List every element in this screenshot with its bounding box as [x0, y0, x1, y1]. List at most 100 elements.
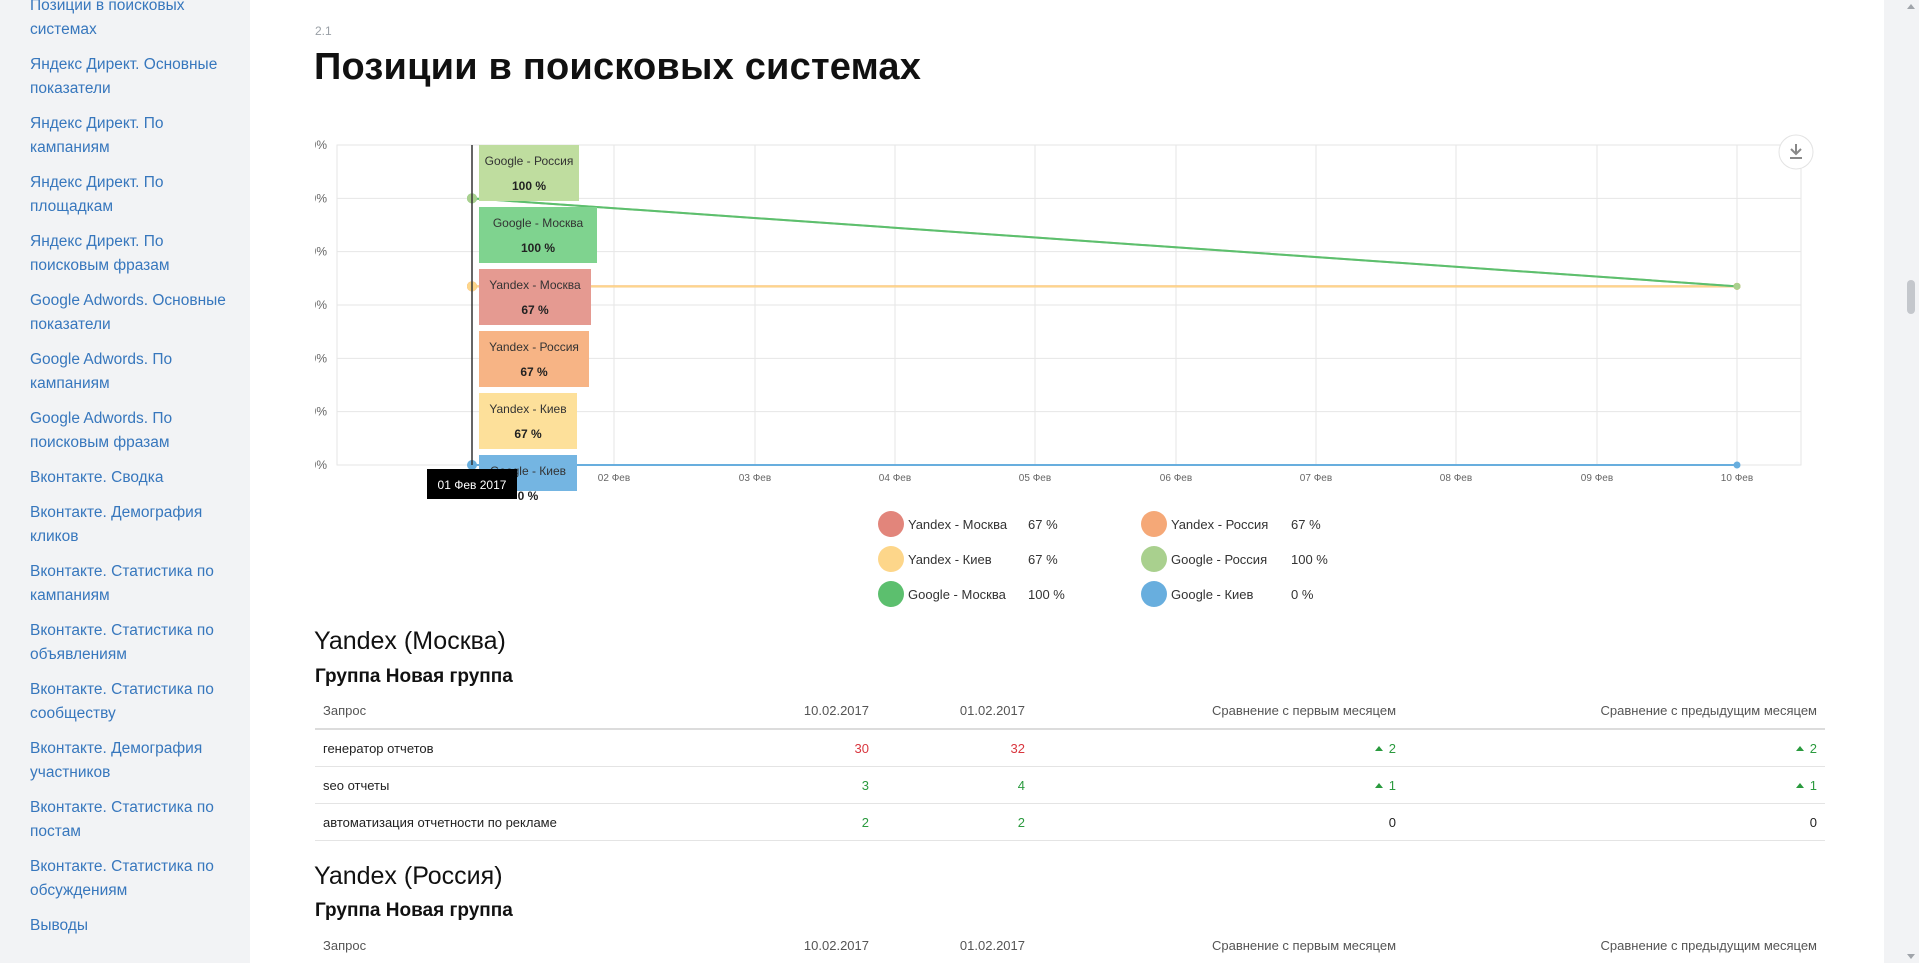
legend-swatch	[878, 546, 904, 572]
position-cell: 2	[877, 803, 1033, 841]
sidebar-item[interactable]: Вконтакте. Статистика по обсуждениям	[30, 858, 214, 899]
group-title: Группа Новая группа	[315, 900, 513, 921]
legend-item[interactable]: Yandex - Киев 67 %	[878, 545, 1098, 573]
position-cell: 30	[721, 729, 877, 767]
legend-value: 67 %	[1028, 552, 1058, 567]
legend-item[interactable]: Yandex - Москва 67 %	[878, 510, 1098, 538]
rankings-table: Запрос 10.02.2017 01.02.2017 Сравнение с пе…	[315, 927, 1825, 963]
sidebar-item[interactable]: Вконтакте. Статистика по постам	[30, 799, 214, 840]
column-header[interactable]: Запрос	[315, 927, 721, 963]
page-scrollbar[interactable]	[1903, 0, 1919, 963]
sidebar-item[interactable]: Яндекс Директ. По площадкам	[30, 174, 164, 215]
sidebar-item[interactable]: Google Adwords. Основные показатели	[30, 292, 226, 333]
arrow-up-icon	[1374, 745, 1383, 751]
y-tick-label: 20%	[315, 405, 327, 419]
legend-value: 67 %	[1028, 517, 1058, 532]
column-header[interactable]: 10.02.2017	[721, 927, 877, 963]
y-tick-label: 100%	[315, 191, 327, 205]
y-tick-label: 0%	[315, 458, 327, 472]
column-header[interactable]: Сравнение с первым месяцем	[1033, 692, 1404, 730]
column-header[interactable]: 10.02.2017	[721, 692, 877, 730]
x-tick-label: 02 Фев	[598, 473, 630, 484]
tooltip-value: 0 %	[518, 489, 539, 503]
legend-label: Yandex - Россия	[1171, 517, 1269, 532]
x-tick-label: 03 Фев	[739, 473, 771, 484]
column-header[interactable]: Сравнение с предыдущим месяцем	[1404, 927, 1825, 963]
legend-swatch	[1141, 581, 1167, 607]
sidebar-item[interactable]: Google Adwords. По поисковым фразам	[30, 410, 173, 451]
sidebar-item[interactable]: Яндекс Директ. По поисковым фразам	[30, 233, 170, 274]
compare-value: 1	[1809, 777, 1817, 793]
sidebar-item[interactable]: Позиции в поисковых системах	[30, 0, 185, 38]
compare-prev-cell: 1	[1404, 766, 1825, 804]
position-cell: 3	[721, 766, 877, 804]
sidebar-item[interactable]: Вконтакте. Статистика по сообществу	[30, 681, 214, 722]
arrow-up-icon	[1795, 782, 1804, 788]
scroll-thumb[interactable]	[1907, 280, 1915, 314]
query-cell: seo отчеты	[315, 766, 721, 804]
tooltip-value: 67 %	[520, 365, 548, 379]
tooltip-series-name: Yandex - Киев	[489, 402, 566, 416]
column-header[interactable]: Запрос	[315, 692, 721, 730]
compare-prev-cell: 0	[1404, 803, 1825, 841]
legend-item[interactable]: Google - Россия 100 %	[1141, 545, 1361, 573]
sidebar-item[interactable]: Яндекс Директ. По кампаниям	[30, 115, 164, 156]
column-header[interactable]: Сравнение с первым месяцем	[1033, 927, 1404, 963]
legend-label: Google - Киев	[1171, 587, 1254, 602]
scroll-up-icon[interactable]	[1907, 4, 1915, 9]
arrow-up-icon	[1795, 745, 1804, 751]
x-tick-label: 04 Фев	[879, 473, 911, 484]
query-cell: автоматизация отчетности по рекламе	[315, 803, 721, 841]
y-tick-label: 40%	[315, 351, 327, 365]
sidebar-item[interactable]: Вконтакте. Статистика по кампаниям	[30, 563, 214, 604]
sidebar-nav: Позиции в поисковых системах Яндекс Дирек…	[0, 0, 250, 963]
engine-title: Yandex (Россия)	[314, 862, 503, 890]
sidebar-item[interactable]: Выводы	[30, 917, 89, 934]
scroll-down-icon[interactable]	[1907, 954, 1915, 959]
tooltip-date-box	[427, 469, 517, 499]
table-header-row: Запрос 10.02.2017 01.02.2017 Сравнение с пе…	[315, 927, 1825, 963]
rankings-table: Запрос 10.02.2017 01.02.2017 Сравнение с пе…	[315, 692, 1825, 841]
compare-first-cell: 0	[1033, 803, 1404, 841]
series-point	[1733, 461, 1741, 469]
table-row: автоматизация отчетности по рекламе 2 2 0 0	[315, 803, 1825, 841]
compare-value: 2	[1809, 740, 1817, 756]
table-header-row: Запрос 10.02.2017 01.02.2017 Сравнение с пе…	[315, 692, 1825, 730]
legend-swatch	[878, 511, 904, 537]
section-number: 2.1	[315, 24, 332, 38]
legend-item[interactable]: Yandex - Россия 67 %	[1141, 510, 1361, 538]
legend-item[interactable]: Google - Москва 100 %	[878, 580, 1098, 608]
sidebar-item[interactable]: Вконтакте. Статистика по объявлениям	[30, 622, 214, 663]
download-icon[interactable]	[1790, 144, 1802, 159]
tooltip-value: 67 %	[514, 427, 542, 441]
sidebar-item[interactable]: Вконтакте. Сводка	[30, 469, 164, 486]
page-title: Позиции в поисковых системах	[314, 46, 922, 88]
legend-label: Google - Россия	[1171, 552, 1268, 567]
table-row: генератор отчетов 30 32 2 2	[315, 729, 1825, 767]
legend-item[interactable]: Google - Киев 0 %	[1141, 580, 1361, 608]
tooltip-box	[479, 393, 577, 449]
compare-value: 0	[1388, 814, 1396, 830]
x-tick-label: 09 Фев	[1581, 473, 1613, 484]
sidebar-item[interactable]: Вконтакте. Демография кликов	[30, 504, 203, 545]
position-cell: 2	[721, 803, 877, 841]
compare-value: 0	[1809, 814, 1817, 830]
tooltip-series-name: Google - Россия	[485, 154, 574, 168]
legend-swatch	[1141, 511, 1167, 537]
column-header[interactable]: Сравнение с предыдущим месяцем	[1404, 692, 1825, 730]
tooltip-series-name: Yandex - Москва	[489, 278, 581, 292]
tooltip-value: 100 %	[512, 179, 546, 193]
sidebar-item[interactable]: Google Adwords. По кампаниям	[30, 351, 173, 392]
sidebar-item[interactable]: Вконтакте. Демография участников	[30, 740, 203, 781]
engine-title: Yandex (Москва)	[314, 627, 506, 655]
series-line	[471, 197, 1738, 288]
tooltip-date: 01 Фев 2017	[438, 478, 507, 492]
sidebar-item[interactable]: Яндекс Директ. Основные показатели	[30, 56, 218, 97]
column-header[interactable]: 01.02.2017	[877, 927, 1033, 963]
tooltip-box	[479, 207, 597, 263]
compare-value: 2	[1388, 740, 1396, 756]
column-header[interactable]: 01.02.2017	[877, 692, 1033, 730]
legend-swatch	[878, 581, 904, 607]
